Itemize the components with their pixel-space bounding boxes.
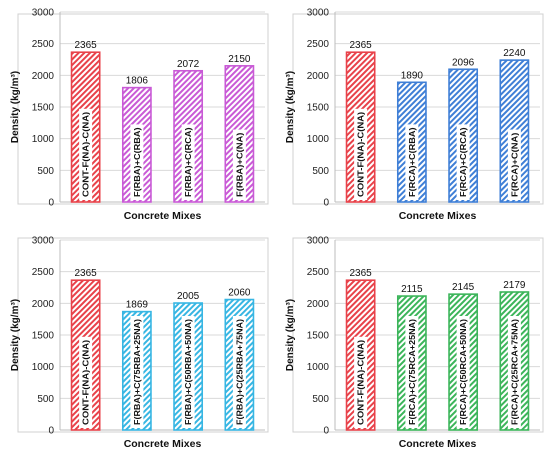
y-tick-label: 3000 (307, 236, 330, 247)
category-label-box (354, 336, 368, 428)
y-tick-label: 3000 (307, 8, 330, 19)
y-tick-label: 0 (323, 426, 329, 437)
bar-value-label: 2365 (350, 40, 373, 51)
y-tick-label: 2000 (307, 71, 330, 82)
y-axis-label: Density (kg/m³) (285, 71, 296, 143)
y-tick-label: 500 (37, 166, 54, 177)
category-label: F(RBA)+C(RCA) (183, 127, 193, 197)
y-tick-label: 2000 (307, 299, 330, 310)
y-tick-label: 2000 (32, 71, 55, 82)
x-axis-label: Concrete Mixes (399, 438, 477, 450)
y-tick-label: 500 (312, 166, 329, 177)
y-tick-label: 3000 (32, 236, 55, 247)
bar-value-label: 2365 (75, 40, 98, 51)
bar-value-label: 2115 (401, 284, 423, 295)
bar-value-label: 2145 (452, 282, 475, 293)
bar-value-label: 2005 (177, 291, 200, 302)
category-label-box (354, 108, 368, 200)
bar-value-label: 2060 (228, 288, 251, 299)
category-label: F(RBA)+C(25RBA+75NA) (234, 319, 244, 425)
category-label: F(RBA)+C(50RBA+50NA) (183, 319, 193, 425)
category-label-box (79, 336, 93, 428)
category-label-box (456, 316, 470, 428)
bar-value-label: 2150 (228, 54, 251, 65)
y-axis-label: Density (kg/m³) (10, 299, 21, 371)
bar-value-label: 2096 (452, 57, 475, 68)
bar-value-label: 2240 (503, 48, 526, 59)
y-tick-label: 3000 (32, 8, 55, 19)
category-label: CONT-F(NA)-C(NA) (356, 112, 366, 197)
category-label: F(RCA)+C(75RCA+25NA) (407, 319, 417, 425)
category-label-box (405, 316, 419, 428)
y-tick-label: 2500 (32, 267, 55, 278)
x-axis-label: Concrete Mixes (124, 210, 202, 222)
bar-value-label: 2179 (503, 280, 526, 291)
y-tick-label: 0 (48, 198, 54, 209)
bar-value-label: 2365 (75, 268, 98, 279)
category-label-box (130, 316, 144, 428)
category-label-box (232, 316, 246, 428)
chart-panel-1: 0 500 1000 1500 2000 2500 3000 Density (kg/m³) C… (10, 8, 269, 222)
category-label: F(RCA)+C(25RCA+75NA) (509, 319, 519, 425)
category-label: CONT-F(NA)-C(NA) (81, 340, 91, 425)
y-axis-label: Density (kg/m³) (285, 299, 296, 371)
bar-value-label: 2365 (350, 268, 373, 279)
category-label-box (79, 108, 93, 200)
category-label-box (405, 124, 419, 200)
category-label: F(RBA)+C(RBA) (132, 127, 142, 197)
category-label: F(RBA)+C(NA) (234, 132, 244, 197)
x-axis-label: Concrete Mixes (399, 210, 477, 222)
category-label-box (130, 124, 144, 200)
chart-panel-3: 0 500 1000 1500 2000 2500 3000 Density (kg/m³) C… (10, 236, 269, 450)
y-tick-label: 1000 (32, 134, 55, 145)
x-axis-label: Concrete Mixes (124, 438, 202, 450)
category-label-box (181, 124, 195, 200)
y-tick-label: 1500 (307, 103, 330, 114)
bar-value-label: 1806 (126, 76, 149, 87)
category-label: F(RBA)+C(75RBA+25NA) (132, 319, 142, 425)
category-label: F(RCA)+C(RBA) (407, 127, 417, 197)
category-label-box (456, 124, 470, 200)
y-tick-label: 1500 (32, 331, 55, 342)
category-label-box (507, 129, 521, 200)
chart-panel-2: 0 500 1000 1500 2000 2500 3000 Density (kg/m³) C… (285, 8, 544, 222)
category-label: F(RCA)+C(50RCA+50NA) (458, 319, 468, 425)
y-tick-label: 500 (37, 394, 54, 405)
y-axis-label: Density (kg/m³) (10, 71, 21, 143)
y-tick-label: 0 (323, 198, 329, 209)
y-tick-label: 1500 (32, 103, 55, 114)
y-tick-label: 1500 (307, 331, 330, 342)
chart-panel-4: 0 500 1000 1500 2000 2500 3000 Density (kg/m³) C… (285, 236, 544, 450)
category-label: F(RCA)+C(RCA) (458, 127, 468, 197)
category-label-box (181, 316, 195, 428)
bar-value-label: 1869 (126, 300, 149, 311)
y-tick-label: 2500 (307, 39, 330, 50)
category-label: F(RCA)+C(NA) (509, 132, 519, 197)
y-tick-label: 1000 (307, 134, 330, 145)
bar-value-label: 2072 (177, 59, 200, 70)
category-label: CONT-F(NA)-C(NA) (356, 340, 366, 425)
category-label-box (507, 316, 521, 428)
bar-value-label: 1890 (401, 70, 424, 81)
y-tick-label: 0 (48, 426, 54, 437)
y-tick-label: 2500 (307, 267, 330, 278)
y-tick-label: 1000 (307, 362, 330, 373)
category-label: CONT-F(NA)-C(NA) (81, 112, 91, 197)
category-label-box (232, 129, 246, 200)
y-tick-label: 500 (312, 394, 329, 405)
y-tick-label: 2000 (32, 299, 55, 310)
y-tick-label: 1000 (32, 362, 55, 373)
y-tick-label: 2500 (32, 39, 55, 50)
